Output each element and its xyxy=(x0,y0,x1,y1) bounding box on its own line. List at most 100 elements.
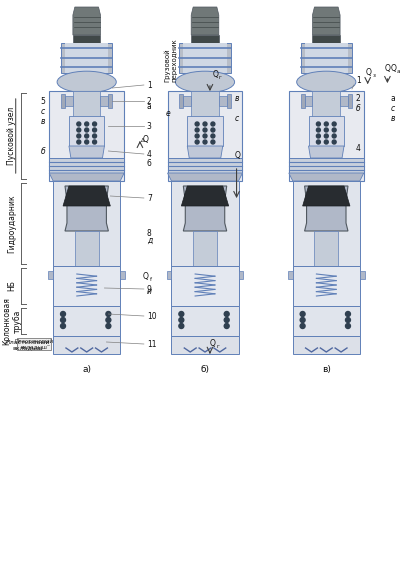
Text: Q: Q xyxy=(143,272,149,281)
Polygon shape xyxy=(303,186,350,206)
Text: 7: 7 xyxy=(147,193,152,202)
Text: 3: 3 xyxy=(147,122,152,131)
Text: б): б) xyxy=(200,365,210,373)
Text: и: и xyxy=(147,287,152,296)
Circle shape xyxy=(85,122,89,126)
Bar xyxy=(288,271,293,279)
Bar xyxy=(179,94,183,108)
Bar xyxy=(168,158,242,173)
Circle shape xyxy=(324,128,328,132)
Text: б: б xyxy=(356,104,361,113)
Circle shape xyxy=(93,122,96,126)
Bar xyxy=(179,43,231,73)
Circle shape xyxy=(211,128,215,132)
Bar xyxy=(314,231,338,266)
Circle shape xyxy=(195,122,199,126)
Polygon shape xyxy=(308,146,344,158)
Text: e: e xyxy=(166,109,170,118)
Bar xyxy=(191,91,219,181)
Circle shape xyxy=(224,318,229,322)
Bar xyxy=(301,94,304,108)
Circle shape xyxy=(179,323,184,329)
Bar xyxy=(183,43,227,73)
Text: з: з xyxy=(373,73,376,78)
Polygon shape xyxy=(304,186,348,231)
Polygon shape xyxy=(63,186,110,206)
Polygon shape xyxy=(289,173,364,181)
Circle shape xyxy=(346,318,350,322)
Bar xyxy=(227,94,231,108)
Text: в): в) xyxy=(322,365,331,373)
Bar xyxy=(100,96,108,106)
Text: Δ: Δ xyxy=(141,138,145,143)
Circle shape xyxy=(60,312,66,316)
Bar xyxy=(17,338,51,350)
Text: Q: Q xyxy=(213,70,219,79)
Circle shape xyxy=(224,323,229,329)
Circle shape xyxy=(316,128,320,132)
Polygon shape xyxy=(191,7,219,35)
Circle shape xyxy=(77,122,81,126)
Circle shape xyxy=(332,122,336,126)
Text: a: a xyxy=(390,94,395,103)
Circle shape xyxy=(179,318,184,322)
Text: 1: 1 xyxy=(356,76,361,85)
Circle shape xyxy=(77,128,81,132)
Bar xyxy=(238,271,244,279)
Bar xyxy=(304,43,348,73)
Bar xyxy=(53,181,120,266)
Bar xyxy=(49,91,124,181)
Text: 9: 9 xyxy=(147,285,152,293)
Bar xyxy=(312,35,340,43)
Polygon shape xyxy=(73,7,100,35)
Circle shape xyxy=(93,128,96,132)
Text: 4: 4 xyxy=(147,149,152,159)
Bar xyxy=(53,266,120,306)
Circle shape xyxy=(85,134,89,138)
Bar xyxy=(172,266,238,306)
Circle shape xyxy=(77,134,81,138)
Text: а): а) xyxy=(82,365,91,373)
Text: a: a xyxy=(147,102,152,111)
Ellipse shape xyxy=(57,71,116,93)
Text: НБ: НБ xyxy=(7,280,16,292)
Bar xyxy=(308,116,344,146)
Circle shape xyxy=(346,323,350,329)
Circle shape xyxy=(224,312,229,316)
Bar xyxy=(73,91,100,181)
Bar xyxy=(166,271,172,279)
Circle shape xyxy=(203,140,207,144)
Circle shape xyxy=(316,134,320,138)
Bar xyxy=(65,43,108,73)
Circle shape xyxy=(316,140,320,144)
Circle shape xyxy=(346,312,350,316)
Circle shape xyxy=(203,128,207,132)
Circle shape xyxy=(195,128,199,132)
Text: Пластиковый
вкладыш: Пластиковый вкладыш xyxy=(14,339,54,349)
Circle shape xyxy=(211,134,215,138)
Bar xyxy=(289,158,364,173)
Text: Пусковой узел: Пусковой узел xyxy=(7,107,16,165)
Polygon shape xyxy=(69,146,104,158)
Text: Q: Q xyxy=(143,135,149,144)
Text: Гидроударник: Гидроударник xyxy=(7,194,16,253)
Text: Колонковая
труба: Колонковая труба xyxy=(2,297,22,345)
Circle shape xyxy=(203,122,207,126)
Circle shape xyxy=(195,134,199,138)
Text: a: a xyxy=(396,69,400,74)
Circle shape xyxy=(85,128,89,132)
Text: г: г xyxy=(217,344,220,349)
Circle shape xyxy=(324,140,328,144)
Bar xyxy=(61,43,112,73)
Circle shape xyxy=(106,323,111,329)
Bar xyxy=(172,181,238,266)
Circle shape xyxy=(106,312,111,316)
Circle shape xyxy=(195,140,199,144)
Bar xyxy=(120,271,125,279)
Text: 2: 2 xyxy=(147,96,152,105)
Ellipse shape xyxy=(176,71,234,93)
Circle shape xyxy=(85,140,89,144)
Bar xyxy=(69,116,104,146)
Circle shape xyxy=(211,140,215,144)
Text: в: в xyxy=(234,94,239,103)
